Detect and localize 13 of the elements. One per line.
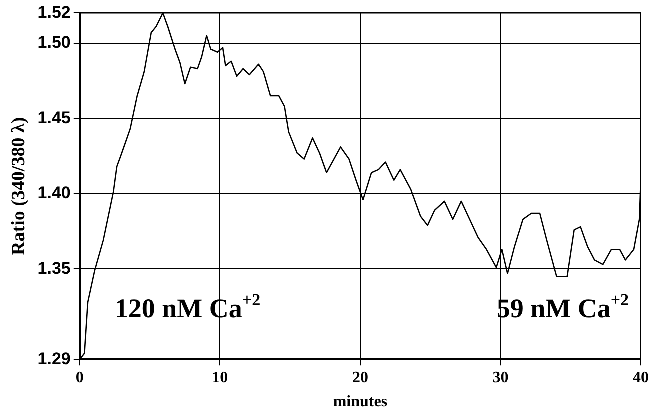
x-tick-label: 10	[212, 369, 228, 386]
x-tick-label: 20	[352, 369, 368, 386]
y-tick-label: 1.45	[38, 108, 71, 128]
x-axis-title: minutes	[333, 394, 388, 411]
y-tick-label: 1.52	[38, 2, 71, 22]
y-tick-label: 1.40	[38, 184, 71, 203]
x-tick-label: 30	[492, 369, 509, 386]
y-tick-label: 1.35	[38, 258, 71, 278]
y-axis-title: Ratio (340/380 λ)	[8, 117, 30, 256]
x-tick-label: 40	[633, 369, 649, 386]
y-tick-label: 1.29	[38, 349, 71, 368]
x-tick-label: 0	[76, 369, 84, 386]
y-tick-label: 1.50	[38, 33, 71, 52]
